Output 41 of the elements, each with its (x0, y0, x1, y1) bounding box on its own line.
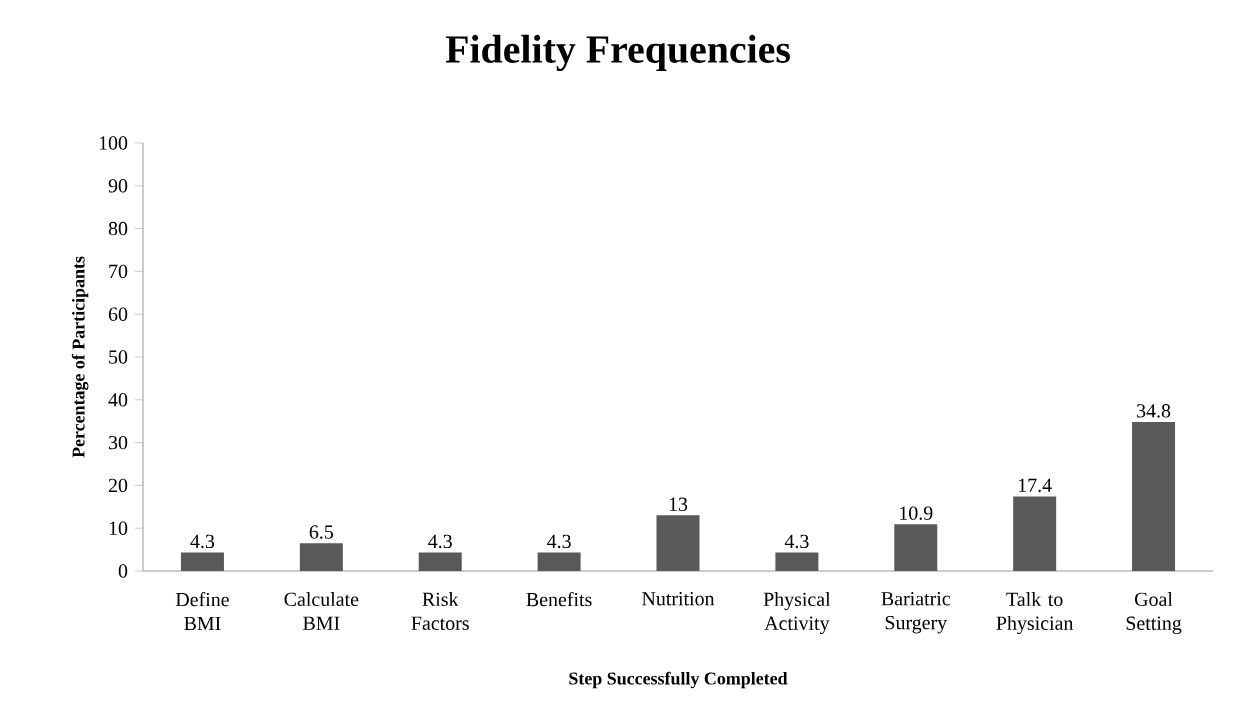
y-tick-label: 100 (99, 136, 128, 150)
x-tick-label: Define BMI (175, 592, 229, 631)
bar (1132, 422, 1176, 571)
x-tick-label: Risk Factors (411, 592, 469, 630)
x-tick-label: Physical Activity (763, 592, 831, 635)
x-tick-label: Goal Setting (1126, 592, 1182, 635)
data-label: 4.3 (190, 534, 215, 549)
x-tick-label: Benefits (526, 592, 592, 607)
y-tick-label: 70 (109, 264, 128, 279)
bar (656, 515, 700, 571)
data-label: 17.4 (1018, 478, 1052, 493)
y-tick-label: 80 (108, 221, 128, 236)
bar (775, 552, 819, 571)
bar (180, 552, 224, 571)
y-tick-label: 30 (109, 435, 128, 450)
y-tick-label: 50 (109, 350, 128, 364)
y-axis-title: Percentage of Participants (71, 256, 89, 458)
y-tick-label: 0 (118, 564, 128, 578)
data-label: 6.5 (309, 525, 334, 539)
data-label: 34.8 (1137, 404, 1171, 418)
x-tick-label: Bariatric Surgery (881, 592, 951, 634)
bar (299, 543, 343, 571)
y-tick-label: 40 (108, 393, 128, 407)
x-axis-title: Step Successfully Completed (569, 671, 788, 689)
x-tick-label: Nutrition (642, 592, 715, 606)
bar (537, 552, 581, 571)
y-tick-label: 90 (108, 179, 128, 193)
bar (894, 524, 938, 571)
x-tick-label: Talk to Physician (996, 592, 1074, 635)
data-label: 13 (669, 497, 688, 511)
data-label: 4.3 (784, 534, 809, 549)
y-tick-label: 20 (108, 478, 128, 493)
chart-title: Fidelity Frequencies (445, 34, 790, 72)
data-label: 10.9 (900, 506, 933, 520)
y-tick-label: 10 (109, 521, 128, 535)
y-tick-label: 60 (108, 307, 128, 321)
x-tick-label: Calculate BMI (284, 592, 359, 630)
bar (418, 552, 462, 571)
data-label: 4.3 (428, 534, 452, 549)
bar (1013, 496, 1057, 571)
data-label: 4.3 (547, 534, 571, 549)
